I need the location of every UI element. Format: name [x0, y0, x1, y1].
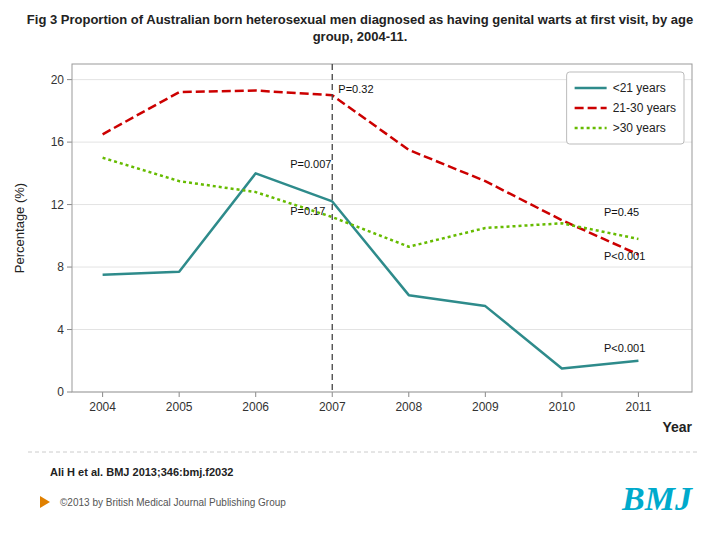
x-tick-label: 2007 [319, 400, 346, 414]
plot-background [72, 64, 692, 392]
y-tick-label: 0 [57, 385, 64, 399]
y-tick-label: 20 [51, 73, 65, 87]
annotation: P=0.007 [290, 158, 331, 170]
grid-line [72, 267, 692, 268]
title-line: group, 2004-11. [313, 29, 408, 44]
x-tick [485, 392, 486, 397]
x-tick [179, 392, 180, 397]
y-tick-label: 16 [51, 135, 65, 149]
title-line: Fig 3 Proportion of Australian born hete… [27, 12, 693, 27]
x-tick [638, 392, 639, 397]
annotation: P<0.001 [604, 250, 645, 262]
legend-label: 21-30 years [613, 101, 676, 115]
footer: Ali H et al. BMJ 2013;346:bmj.f2032 ©2013… [28, 452, 698, 517]
x-tick-label: 2011 [626, 400, 652, 414]
annotation: P=0.45 [604, 206, 639, 218]
x-tick [408, 392, 409, 397]
plot-frame [72, 64, 692, 392]
chart: Fig 3 Proportion of Australian born hete… [0, 0, 720, 540]
x-tick [561, 392, 562, 397]
legend-swatch [575, 87, 607, 90]
x-tick-label: 2010 [549, 400, 576, 414]
footer-icon [40, 496, 50, 508]
grid-line [72, 329, 692, 330]
logo: BMJ [621, 480, 693, 517]
x-tick-label: 2005 [166, 400, 193, 414]
x-tick [332, 392, 333, 397]
y-tick-label: 12 [51, 198, 65, 212]
x-tick [255, 392, 256, 397]
legend-label: >30 years [613, 121, 666, 135]
y-tick [67, 329, 72, 330]
legend-box [567, 72, 684, 144]
x-axis-label: Year [662, 419, 692, 435]
x-tick-label: 2009 [472, 400, 499, 414]
legend-label: <21 years [613, 81, 666, 95]
page: {"chart_data": { "type": "line", "title"… [0, 0, 720, 540]
legend-swatch [575, 107, 607, 110]
y-axis-label: Percentage (%) [12, 183, 27, 273]
title: Fig 3 Proportion of Australian born hete… [27, 12, 693, 44]
axes: 0 4 8 12 16 20 2004 2005 2006 2007 2008 2009 2010 201… [51, 64, 692, 414]
series-line [103, 173, 639, 368]
citation: Ali H et al. BMJ 2013;346:bmj.f2032 [50, 466, 233, 478]
legend: <21 years 21-30 years >30 years [567, 72, 684, 144]
reference-line [332, 64, 333, 392]
y-tick [67, 142, 72, 143]
x-tick-label: 2004 [89, 400, 116, 414]
x-tick-label: 2008 [395, 400, 422, 414]
plot-data [103, 64, 639, 392]
grid-line [72, 204, 692, 205]
x-tick-label: 2006 [242, 400, 269, 414]
x-tick [102, 392, 103, 397]
y-tick [67, 204, 72, 205]
separator [28, 452, 698, 453]
footer-text: ©2013 by British Medical Journal Publish… [60, 497, 286, 508]
annotation: P<0.001 [604, 342, 645, 354]
series-line [103, 91, 639, 255]
y-tick [67, 267, 72, 268]
annotation: P=0.32 [338, 83, 373, 95]
y-tick-label: 8 [57, 260, 64, 274]
legend-swatch [575, 127, 607, 130]
y-tick-label: 4 [57, 323, 64, 337]
series-line [103, 158, 639, 247]
annotation: P=0.17 [290, 205, 325, 217]
y-tick [67, 392, 72, 393]
y-tick [67, 79, 72, 80]
